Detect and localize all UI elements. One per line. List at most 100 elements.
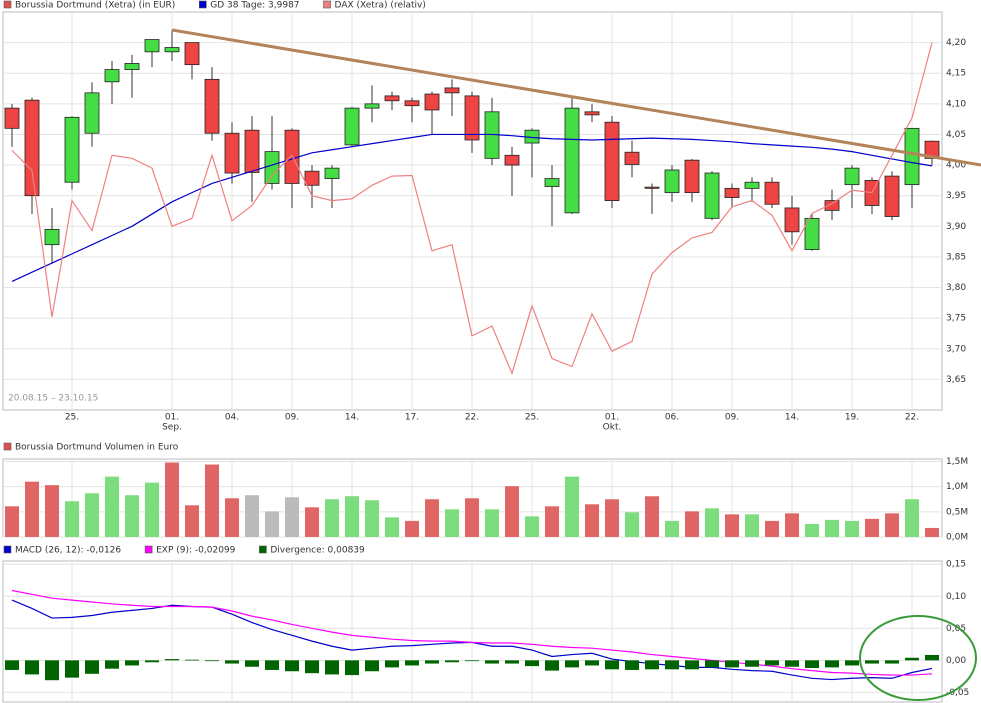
x-tick-label: 04. <box>225 413 239 423</box>
x-tick-label: 09. <box>725 413 739 423</box>
bar <box>765 660 779 666</box>
bar <box>545 660 559 671</box>
legend-label: GD 38 Tage: 3,9987 <box>210 1 299 11</box>
bar <box>565 476 579 537</box>
bar <box>445 660 459 663</box>
bar <box>225 498 239 537</box>
bar <box>585 504 599 537</box>
bar <box>305 507 319 537</box>
bar <box>785 513 799 537</box>
bar <box>765 520 779 537</box>
y-tick-label: 3,85 <box>946 252 966 262</box>
bar <box>405 660 419 666</box>
candle-body <box>704 172 720 219</box>
candle-body <box>364 103 380 109</box>
bar <box>5 660 19 670</box>
legend-label: Borussia Dortmund Volumen in Euro <box>15 443 179 453</box>
candle-body <box>324 167 340 179</box>
x-tick-label: 19. <box>845 413 859 423</box>
x-tick-sublabel: Okt. <box>603 423 622 433</box>
legend-swatch <box>323 0 331 9</box>
candle-body <box>784 207 800 233</box>
series-line <box>11 42 933 376</box>
candle-body <box>804 217 820 250</box>
bar <box>465 660 479 662</box>
bar <box>865 660 879 664</box>
candle-body <box>104 69 120 83</box>
bar <box>105 476 119 537</box>
bar <box>845 520 859 537</box>
legend-swatch <box>198 0 207 9</box>
candle-body <box>544 178 560 187</box>
candle-body <box>744 181 760 189</box>
x-tick-label: 22. <box>905 413 919 423</box>
y-tick-label: 1,5M <box>946 457 968 467</box>
candle-body <box>584 111 600 116</box>
bar <box>525 660 539 667</box>
bar <box>845 660 859 666</box>
bar <box>85 660 99 674</box>
bar <box>705 660 719 668</box>
candle-body <box>424 93 440 111</box>
candle-body <box>344 107 360 146</box>
candle-body <box>824 200 840 211</box>
highlight-ellipse <box>859 615 977 701</box>
bar <box>725 514 739 537</box>
bar <box>725 660 739 668</box>
bar <box>805 523 819 537</box>
y-tick-label: 3,65 <box>946 375 966 385</box>
candle-body <box>4 107 20 129</box>
bar <box>105 660 119 669</box>
y-tick-label: 0,00 <box>946 656 966 666</box>
bar <box>565 660 579 668</box>
candle-body <box>844 167 860 186</box>
y-tick-label: 0,5M <box>946 507 968 517</box>
candle-body <box>124 63 140 70</box>
bar <box>205 464 219 537</box>
y-tick-label: 0,10 <box>946 592 966 602</box>
x-tick-label: 22. <box>465 413 479 423</box>
x-tick-label: 06. <box>665 413 679 423</box>
bar <box>285 497 299 537</box>
y-tick-label: 4,10 <box>946 99 966 109</box>
bar <box>45 485 59 537</box>
bar <box>305 660 319 674</box>
bar <box>505 486 519 537</box>
bar <box>905 657 919 661</box>
y-tick-label: 1,0M <box>946 482 968 492</box>
candle-body <box>904 127 920 186</box>
bar <box>925 527 939 537</box>
y-tick-label: -0,05 <box>946 688 969 698</box>
candle-body <box>644 186 660 189</box>
y-tick-label: 0,05 <box>946 624 966 634</box>
candle-body <box>24 99 40 197</box>
x-tick-label: 14. <box>785 413 799 423</box>
bar <box>825 519 839 537</box>
y-tick-label: 4,00 <box>946 161 966 171</box>
legend-swatch <box>3 442 12 451</box>
y-tick-label: 0,0M <box>946 533 968 543</box>
bar <box>445 509 459 537</box>
candle-body <box>204 78 220 134</box>
candle-body <box>624 151 640 165</box>
range-label: 20.08.15 – 23.10.15 <box>8 394 98 404</box>
bar <box>705 508 719 537</box>
bar <box>885 660 899 664</box>
bar <box>865 518 879 537</box>
bar <box>825 660 839 668</box>
x-tick-label: 17. <box>405 413 419 423</box>
x-tick-label: 14. <box>345 413 359 423</box>
bar <box>925 654 939 661</box>
bar <box>385 517 399 537</box>
bar <box>65 660 79 678</box>
bar <box>665 660 679 670</box>
bar <box>205 660 219 662</box>
candle-body <box>504 154 520 166</box>
legend-label: EXP (9): -0,02099 <box>156 546 236 556</box>
y-tick-label: 4,20 <box>946 38 966 48</box>
x-tick-label: 01. <box>165 413 179 423</box>
x-tick-label: 25. <box>65 413 79 423</box>
bar <box>345 496 359 537</box>
